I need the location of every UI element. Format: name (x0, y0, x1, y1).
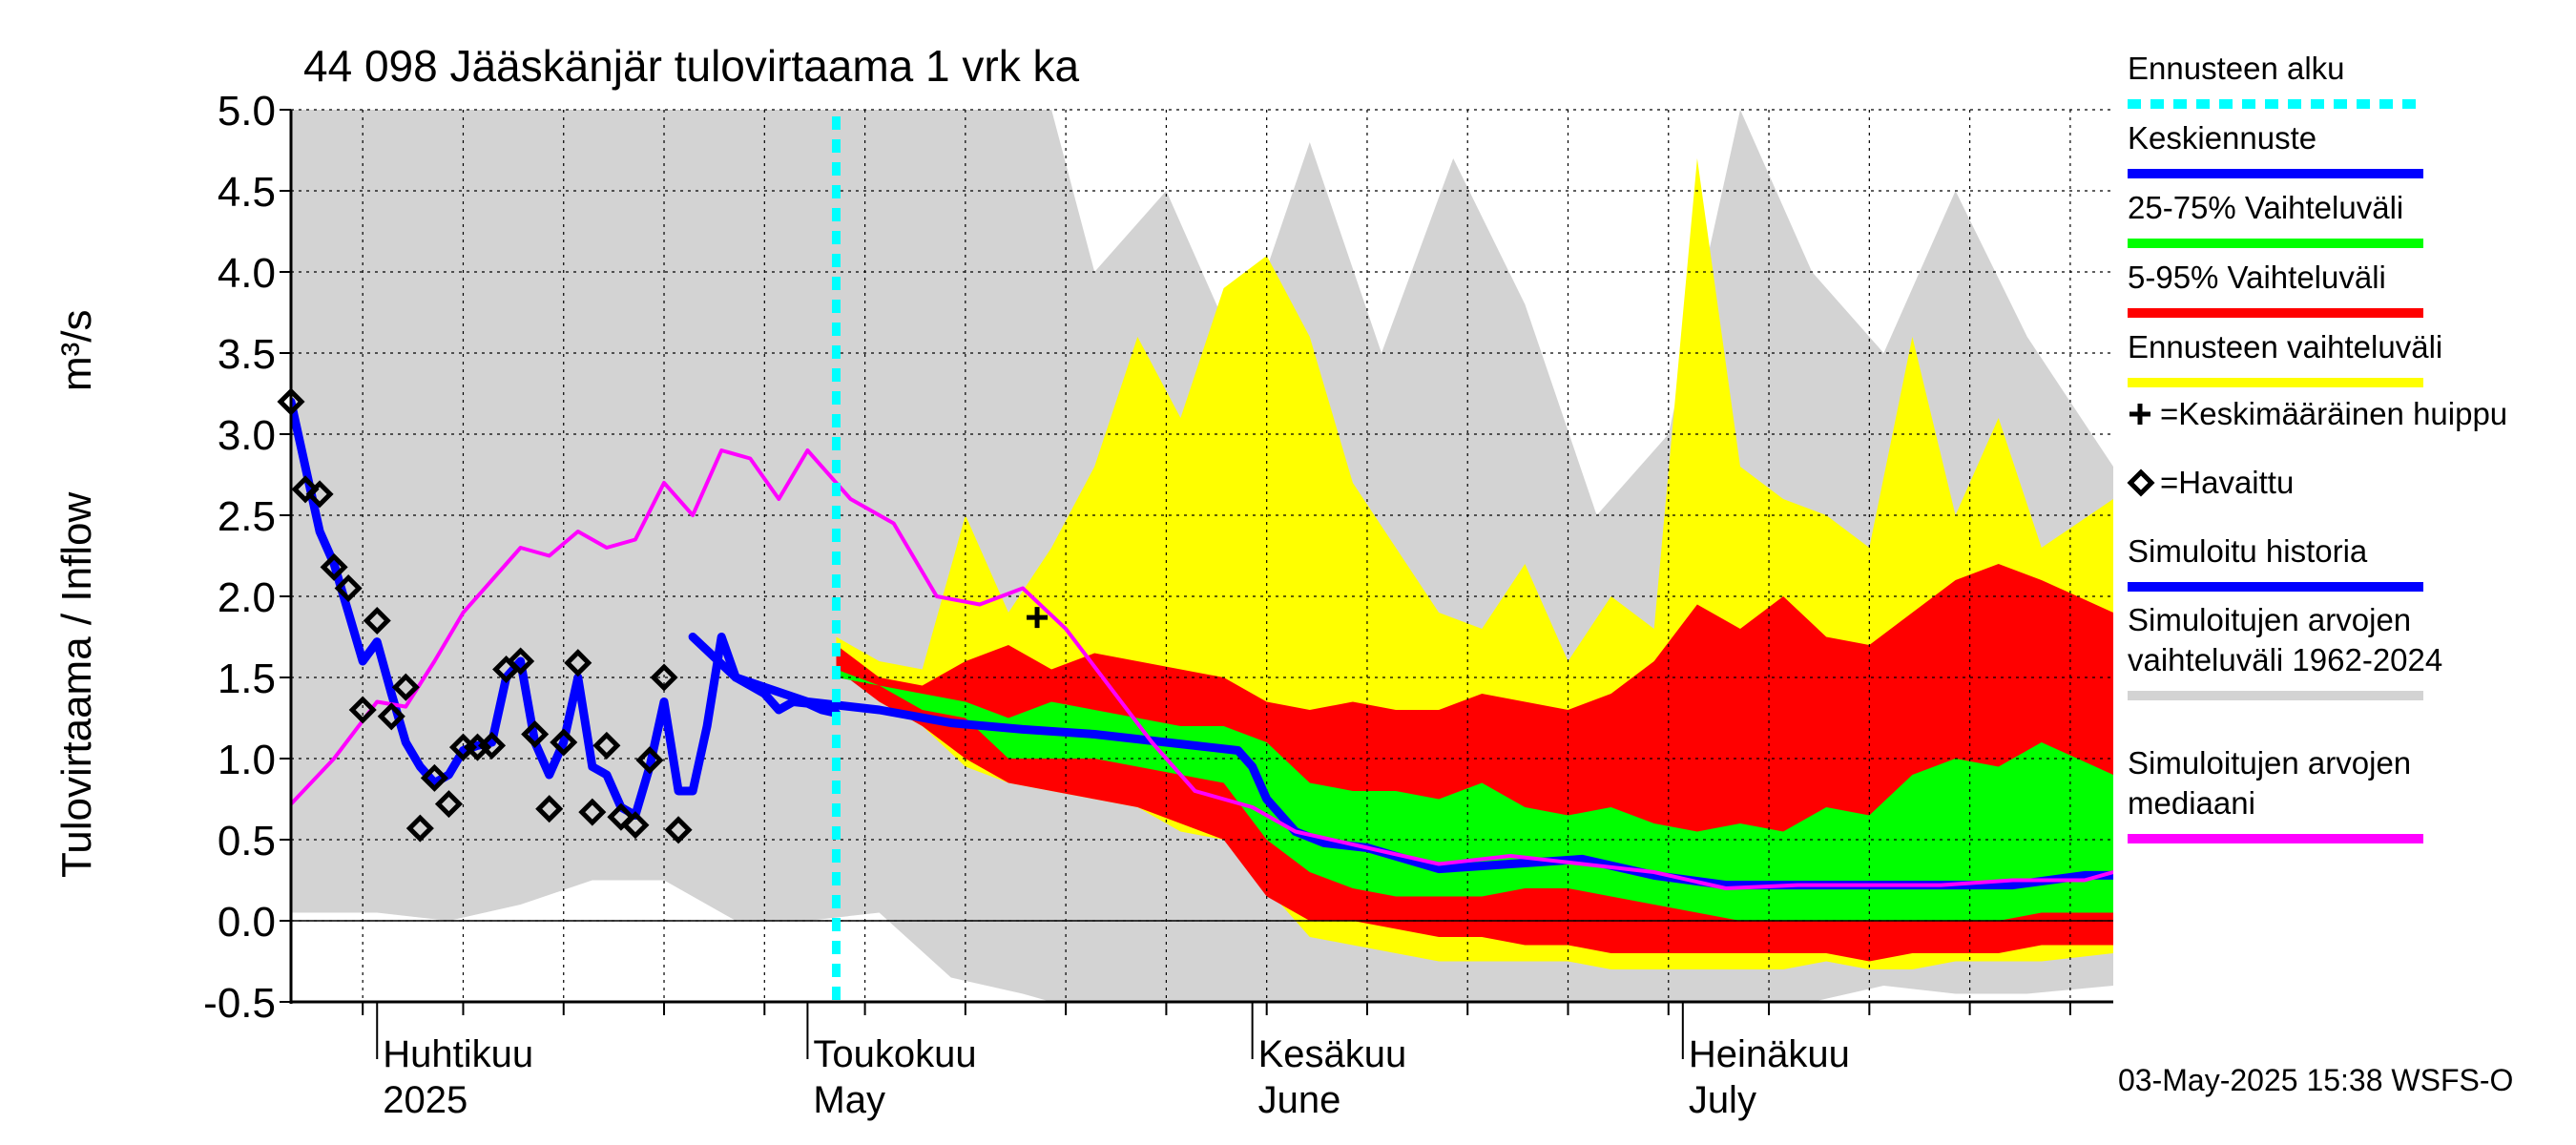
markers (277, 387, 1049, 844)
band-3 (836, 669, 2113, 921)
y-tick-label: 1.5 (218, 656, 276, 702)
legend-label: Simuloitu historia (2128, 533, 2368, 569)
x-month-label-fi: Huhtikuu (383, 1033, 533, 1075)
legend-label: =Keskimääräinen huippu (2160, 396, 2507, 431)
observed-marker (621, 811, 650, 840)
legend-plus-icon (2129, 404, 2150, 425)
range-bands (291, 110, 2113, 1002)
observed-marker (305, 480, 334, 509)
observed-marker (592, 731, 621, 760)
y-tick-label: 4.0 (218, 250, 276, 297)
y-tick-label: 4.5 (218, 169, 276, 216)
y-tick-label: 3.0 (218, 412, 276, 459)
legend-label: Keskiennuste (2128, 120, 2316, 156)
footer-timestamp: 03-May-2025 15:38 WSFS-O (2118, 1063, 2513, 1097)
observed-marker (507, 647, 535, 676)
observed-marker (334, 573, 363, 603)
legend-label: vaihteluväli 1962-2024 (2128, 642, 2442, 677)
y-axis: 5.0 4.5 4.0 3.5 3.0 2.5 2.0 1.5 1.0 0.5 0.0 -0.5 (203, 88, 293, 1027)
y-axis-unit: m³/s (53, 309, 100, 391)
y-tick-label: -0.5 (203, 980, 276, 1027)
x-month-label-en: July (1689, 1079, 1756, 1121)
y-tick-label: 0.5 (218, 818, 276, 864)
x-month-label-en: 2025 (383, 1079, 467, 1121)
observed-marker (434, 790, 463, 819)
observed-marker (564, 649, 592, 677)
series-line-2 (291, 448, 2113, 890)
series-lines (291, 397, 2113, 890)
y-axis-label: Tulovirtaama / Inflow (53, 491, 100, 878)
legend-label: 25-75% Vaihteluväli (2128, 190, 2403, 225)
chart-title: 44 098 Jääskänjär tulovirtaama 1 vrk ka (303, 41, 1080, 91)
observed-marker (320, 552, 348, 581)
observed-marker (405, 814, 434, 843)
observed-marker (363, 606, 391, 635)
legend-label: Ennusteen alku (2128, 51, 2345, 86)
legend-label: Simuloitujen arvojen (2128, 745, 2411, 781)
y-tick-label: 2.0 (218, 574, 276, 621)
y-tick-label: 0.0 (218, 899, 276, 946)
observed-marker (664, 816, 693, 844)
y-tick-label: 1.0 (218, 737, 276, 783)
legend: Ennusteen alku Keskiennuste 25-75% Vaihtel… (2127, 51, 2507, 843)
observed-marker (650, 663, 678, 692)
x-month-label-fi: Heinäkuu (1689, 1033, 1850, 1075)
observed-marker (420, 763, 448, 792)
observed-marker (635, 746, 664, 775)
x-month-label-en: May (813, 1079, 885, 1121)
x-month-label-fi: Kesäkuu (1258, 1033, 1407, 1075)
x-month-label-en: June (1258, 1079, 1341, 1121)
legend-label: =Havaittu (2160, 465, 2294, 500)
observed-marker (535, 795, 564, 823)
legend-label: 5-95% Vaihteluväli (2128, 260, 2386, 295)
mean-peak-marker (1027, 607, 1049, 629)
observed-marker (550, 728, 578, 757)
x-month-label-fi: Toukokuu (813, 1033, 976, 1075)
legend-label: mediaani (2128, 785, 2255, 821)
observed-marker (291, 475, 320, 504)
observed-marker (391, 673, 420, 701)
observed-marker (377, 702, 405, 731)
observed-marker (348, 696, 377, 724)
observed-marker (478, 731, 507, 760)
observed-marker (607, 802, 635, 831)
y-tick-label: 5.0 (218, 88, 276, 135)
observed-marker (578, 798, 607, 826)
plot-area (277, 109, 2113, 1003)
observed-marker (521, 719, 550, 749)
legend-diamond-icon (2127, 468, 2155, 497)
y-tick-label: 3.5 (218, 331, 276, 378)
legend-label: Simuloitujen arvojen (2128, 602, 2411, 637)
legend-label: Ennusteen vaihteluväli (2128, 329, 2442, 364)
y-tick-label: 2.5 (218, 493, 276, 540)
